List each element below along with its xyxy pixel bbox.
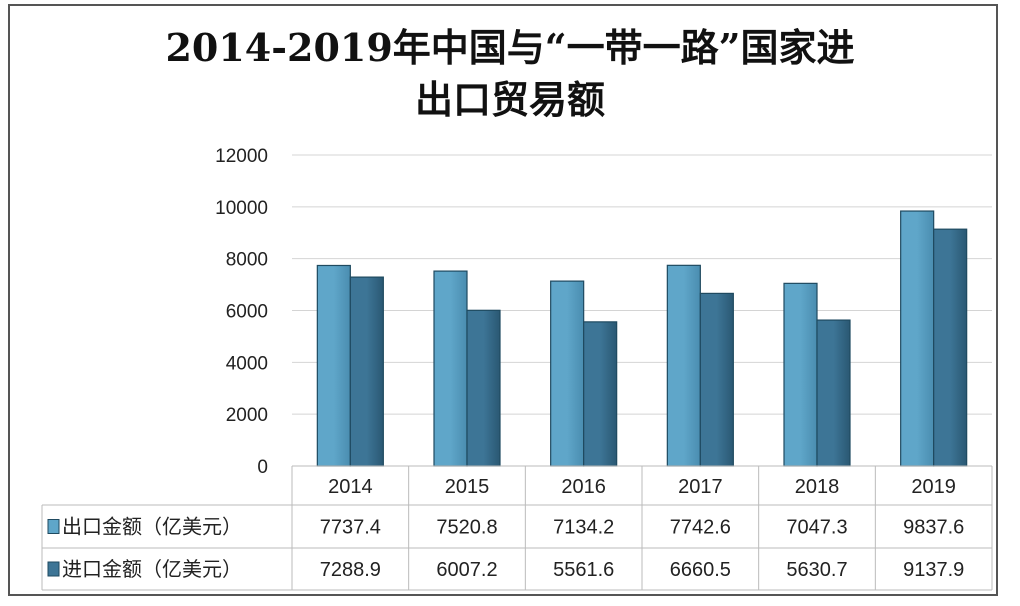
x-tick-label: 2017 [678, 476, 723, 498]
y-tick-label: 6000 [226, 302, 268, 323]
bar-import-2019 [933, 228, 968, 467]
x-tick-label: 2019 [911, 476, 956, 498]
data-table-value: 5561.6 [553, 559, 614, 581]
bar-export-2015 [433, 270, 468, 467]
legend-swatch [47, 519, 60, 534]
bar-import-2016 [583, 321, 618, 467]
bar-export-2017 [666, 264, 701, 467]
bar-export-2016 [550, 280, 585, 467]
data-table-value: 7288.9 [320, 559, 381, 581]
y-tick-label: 10000 [215, 198, 268, 219]
legend-label: 进口金额（亿美元） [62, 557, 242, 581]
data-table-value: 6007.2 [436, 559, 497, 581]
chart-frame [8, 4, 998, 596]
bar-export-2019 [900, 210, 935, 467]
legend-label: 出口金额（亿美元） [62, 515, 242, 539]
y-tick-label: 8000 [226, 250, 268, 271]
x-tick-label: 2016 [561, 476, 606, 498]
data-table-value: 9137.9 [903, 559, 964, 581]
x-tick-label: 2015 [445, 476, 490, 498]
bar-import-2018 [816, 319, 851, 467]
chart-title-line-1: 2014-2019年中国与“一带一路”国家进 [165, 25, 855, 70]
y-tick-label: 0 [257, 457, 268, 478]
y-tick-label: 12000 [215, 146, 268, 167]
bar-export-2018 [783, 282, 818, 467]
bar-import-2014 [349, 276, 384, 467]
data-table-value: 7742.6 [670, 517, 731, 539]
x-tick-label: 2018 [795, 476, 840, 498]
y-tick-label: 2000 [226, 405, 268, 426]
bar-import-2017 [699, 292, 734, 467]
data-table-value: 9837.6 [903, 517, 964, 539]
data-table-value: 6660.5 [670, 559, 731, 581]
legend-swatch [47, 561, 60, 577]
bar-export-2014 [316, 264, 351, 467]
data-table-value: 5630.7 [786, 559, 847, 581]
x-tick-label: 2014 [328, 476, 373, 498]
data-table-value: 7737.4 [320, 517, 381, 539]
data-table-value: 7134.2 [553, 517, 614, 539]
y-tick-label: 4000 [226, 353, 268, 374]
chart-title: 2014-2019年中国与“一带一路”国家进 出口贸易额 [0, 22, 1020, 126]
bar-import-2015 [466, 309, 501, 467]
data-table-value: 7047.3 [786, 517, 847, 539]
chart-title-line-2: 出口贸易额 [414, 77, 605, 122]
data-table-value: 7520.8 [436, 517, 497, 539]
